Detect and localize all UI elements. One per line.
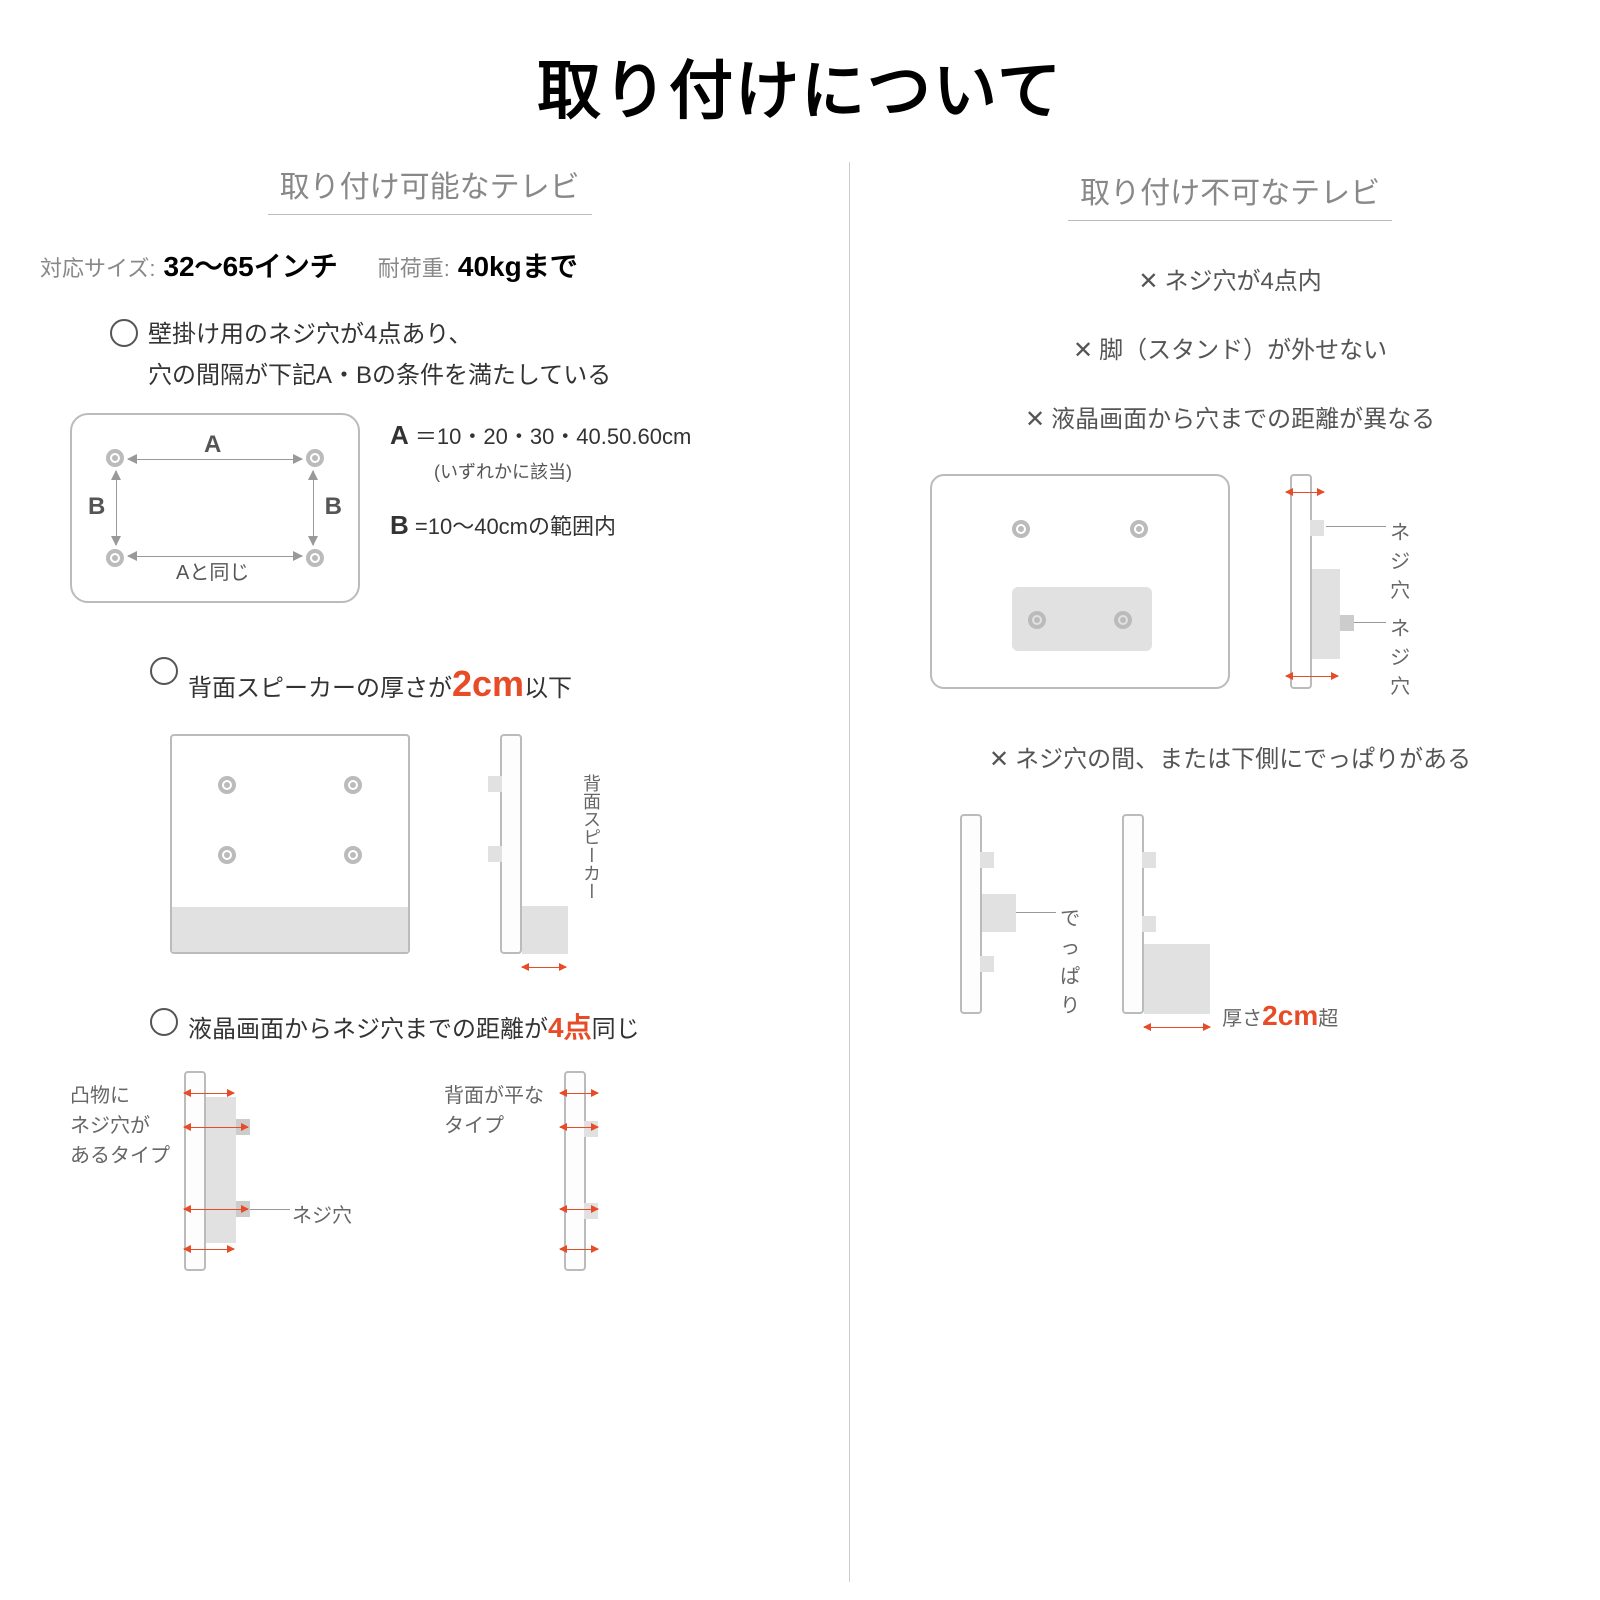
weight-label: 耐荷重: (378, 256, 450, 281)
incompatible-column: 取り付け不可なテレビ ✕ネジ穴が4点内 ✕脚（スタンド）が外せない ✕液晶画面か… (849, 162, 1560, 1582)
compatible-column: 取り付け可能なテレビ 対応サイズ: 32～65インチ 耐荷重: 40kgまで 壁掛け… (40, 162, 849, 1582)
protrusion-diagram: でっぱり 厚さ2cm超 (960, 814, 1560, 1014)
speaker-panel-back (170, 734, 410, 954)
hole-label: ネジ穴 (292, 1199, 352, 1228)
side-bump-small: でっぱり (960, 814, 982, 1014)
requirement-2: 背面スピーカーの厚さが2cm以下 (150, 653, 819, 714)
ok-icon (150, 1008, 178, 1036)
bump-label: でっぱり (1060, 902, 1080, 1018)
bad-item-2: ✕脚（スタンド）が外せない (900, 330, 1560, 365)
ok-icon (110, 319, 138, 347)
x-icon: ✕ (1138, 267, 1158, 296)
spec-row: 対応サイズ: 32～65インチ 耐荷重: 40kgまで (40, 245, 819, 285)
b-label-left: B (88, 493, 105, 521)
thickness-label: 厚さ2cm超 (1222, 1000, 1338, 1032)
incompatible-heading: 取り付け不可なテレビ (1068, 168, 1392, 221)
a-label-top: A (204, 431, 221, 459)
req1-line2: 穴の間隔が下記A・Bの条件を満たしている (148, 356, 611, 397)
vesa-diagram: A Aと同じ B B A ＝10・20・30・40.50.60cm (いずれかに… (70, 413, 819, 603)
side-panel: ネジ穴 ネジ穴 (1290, 474, 1312, 689)
bad-item-3: ✕液晶画面から穴までの距離が異なる (900, 399, 1560, 434)
speaker-panel-side: 背面スピーカー (500, 734, 522, 954)
weight-value: 40kgまで (458, 251, 578, 282)
x-icon: ✕ (1025, 405, 1045, 434)
hole-label: ネジ穴 (1390, 516, 1410, 603)
bad-item-1: ✕ネジ穴が4点内 (900, 261, 1560, 296)
hole-label: ネジ穴 (1390, 612, 1410, 699)
speaker-vlabel: 背面スピーカー (578, 774, 604, 900)
vesa-panel: A Aと同じ B B (70, 413, 360, 603)
bad-item-4: ✕ネジ穴の間、または下側にでっぱりがある (900, 739, 1560, 774)
same-distance-diagram: 凸物に ネジ穴が あるタイプ (70, 1071, 819, 1271)
req1-line1: 壁掛け用のネジ穴が4点あり、 (148, 315, 611, 356)
vesa-spec-text: A ＝10・20・30・40.50.60cm (いずれかに該当) B =10～4… (390, 413, 691, 548)
x-icon: ✕ (989, 745, 1009, 774)
speaker-diagram: 背面スピーカー (170, 734, 819, 954)
back-panel (930, 474, 1230, 689)
a-same-label: Aと同じ (176, 556, 249, 585)
compatible-heading: 取り付け可能なテレビ (268, 162, 592, 215)
size-value: 32～65インチ (163, 251, 337, 282)
x-icon: ✕ (1073, 336, 1093, 365)
side-bump-large: 厚さ2cm超 (1122, 814, 1144, 1014)
requirement-3: 液晶画面からネジ穴までの距離が4点同じ (150, 1004, 819, 1052)
uneven-distance-diagram: ネジ穴 ネジ穴 (930, 474, 1560, 689)
ok-icon (150, 657, 178, 685)
b-label-right: B (325, 493, 342, 521)
page-title: 取り付けについて (40, 40, 1560, 132)
requirement-1: 壁掛け用のネジ穴が4点あり、 穴の間隔が下記A・Bの条件を満たしている (110, 315, 819, 397)
size-label: 対応サイズ: (40, 256, 155, 281)
